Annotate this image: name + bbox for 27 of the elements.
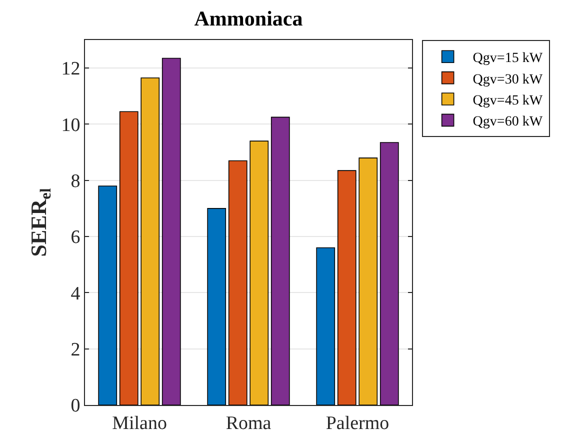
bar — [270, 116, 290, 405]
bar — [98, 186, 118, 405]
bar — [162, 58, 181, 405]
x-tick-label: Milano — [112, 412, 167, 434]
y-tick-label: 10 — [61, 114, 80, 136]
y-tick-label: 4 — [70, 283, 81, 304]
y-tick-label: 6 — [70, 227, 80, 248]
y-tick-label: 2 — [70, 340, 80, 360]
bar — [140, 78, 160, 405]
y-tick-label: 8 — [70, 171, 80, 192]
legend-label: Qgv=30 kW — [472, 72, 544, 88]
bar — [250, 140, 269, 405]
bar — [207, 208, 226, 405]
y-tick-label: 12 — [61, 58, 80, 80]
x-tick-label: Palermo — [326, 412, 390, 434]
bar — [380, 142, 399, 405]
bar — [119, 111, 138, 405]
x-tick-label: Roma — [226, 412, 272, 434]
legend-label: Qgv=15 kW — [472, 51, 544, 66]
legend-label: Qgv=60 kW — [472, 114, 544, 130]
bar — [337, 170, 356, 405]
y-tick-label: 0 — [70, 396, 80, 417]
legend-label: Qgv=45 kW — [472, 93, 544, 108]
chart-title: Ammoniaca — [194, 6, 304, 31]
bar — [358, 158, 378, 405]
bar — [228, 160, 248, 405]
bar — [316, 247, 336, 405]
